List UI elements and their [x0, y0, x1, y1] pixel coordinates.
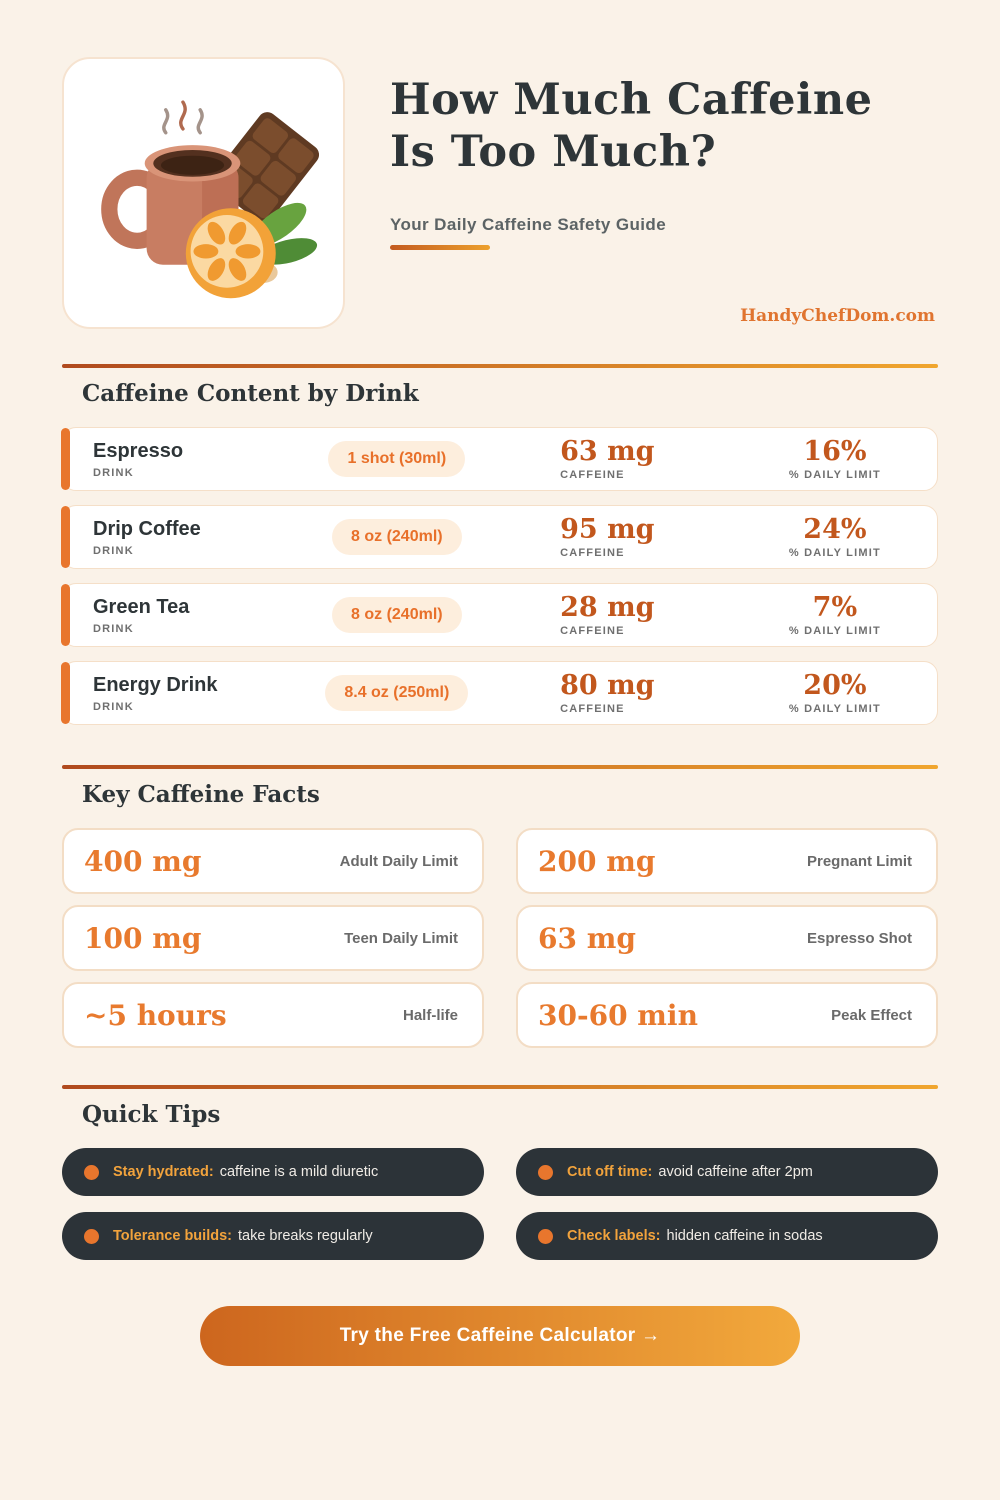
brand-link[interactable]: HandyChefDom.com: [740, 306, 935, 326]
chocolate-icon: [211, 112, 319, 224]
drink-name: Espresso: [93, 439, 184, 462]
page-title-line1: How Much Caffeine: [390, 75, 873, 125]
section-divider: [62, 1085, 938, 1089]
cta-container: Try the Free Caffeine Calculator →: [62, 1306, 938, 1366]
row-accent-bar: [61, 584, 70, 646]
fact-card-half-life: ~5 hours Half-life: [62, 982, 484, 1048]
section-divider: [62, 364, 938, 368]
drink-name: Energy Drink: [93, 673, 218, 696]
header: How Much Caffeine Is Too Much? Your Dail…: [0, 0, 1000, 364]
fact-value: 63 mg: [538, 921, 636, 955]
subtitle-underline: [390, 244, 490, 250]
fact-label: Pregnant Limit: [806, 852, 912, 870]
daily-limit-percent: 7%: [812, 591, 858, 623]
fact-card-pregnant-limit: 200 mg Pregnant Limit: [516, 828, 938, 894]
fact-card-espresso-shot: 63 mg Espresso Shot: [516, 905, 938, 971]
serving-badge: 8 oz (240ml): [332, 519, 462, 555]
tip-cut-off-time: Cut off time: avoid caffeine after 2pm: [516, 1148, 938, 1196]
caffeine-amount: 95 mg: [560, 513, 655, 545]
tip-label: Cut off time:: [567, 1164, 653, 1180]
drink-row-drip-coffee: Drip Coffee DRINK 8 oz (240ml) 95 mg CAF…: [61, 505, 938, 569]
fact-value: ~5 hours: [84, 998, 227, 1032]
daily-limit-label: % DAILY LIMIT: [788, 546, 881, 559]
tip-check-labels: Check labels: hidden caffeine in sodas: [516, 1212, 938, 1260]
fact-label: Espresso Shot: [806, 929, 912, 947]
fact-value: 400 mg: [84, 844, 202, 878]
caffeine-amount: 28 mg: [560, 591, 655, 623]
daily-limit-label: % DAILY LIMIT: [788, 624, 881, 637]
serving-badge: 8.4 oz (250ml): [325, 675, 469, 711]
tips-grid: Stay hydrated: caffeine is a mild diuret…: [62, 1148, 938, 1260]
fact-card-adult-limit: 400 mg Adult Daily Limit: [62, 828, 484, 894]
daily-limit-percent: 24%: [803, 513, 867, 545]
tip-text: caffeine is a mild diuretic: [219, 1164, 379, 1180]
fact-label: Teen Daily Limit: [344, 929, 458, 947]
drink-name: Green Tea: [93, 595, 190, 618]
drink-table-section: Caffeine Content by Drink Espresso DRINK…: [61, 364, 938, 725]
fact-card-peak-effect: 30-60 min Peak Effect: [516, 982, 938, 1048]
bullet-dot-icon: [538, 1164, 553, 1180]
drink-label: DRINK: [93, 466, 134, 479]
fact-label: Adult Daily Limit: [339, 852, 458, 870]
bullet-dot-icon: [84, 1164, 99, 1180]
tip-label: Stay hydrated:: [113, 1164, 214, 1180]
daily-limit-label: % DAILY LIMIT: [788, 468, 881, 481]
drink-row-energy-drink: Energy Drink DRINK 8.4 oz (250ml) 80 mg …: [61, 661, 938, 725]
header-text-block: How Much Caffeine Is Too Much? Your Dail…: [390, 74, 938, 250]
row-accent-bar: [61, 506, 70, 568]
drink-row-green-tea: Green Tea DRINK 8 oz (240ml) 28 mg CAFFE…: [61, 583, 938, 647]
fact-value: 100 mg: [84, 921, 202, 955]
caffeine-calculator-button[interactable]: Try the Free Caffeine Calculator →: [200, 1306, 800, 1366]
daily-limit-percent: 20%: [803, 669, 867, 701]
tip-text: avoid caffeine after 2pm: [658, 1164, 813, 1180]
drink-table-title: Caffeine Content by Drink: [82, 380, 419, 407]
key-facts-title: Key Caffeine Facts: [82, 781, 320, 808]
fact-label: Peak Effect: [831, 1006, 912, 1024]
row-accent-bar: [61, 428, 70, 490]
coffee-chocolate-orange-illustration: [100, 100, 319, 299]
bullet-dot-icon: [84, 1228, 99, 1244]
bullet-dot-icon: [538, 1228, 553, 1244]
serving-badge: 8 oz (240ml): [332, 597, 462, 633]
fact-card-teen-limit: 100 mg Teen Daily Limit: [62, 905, 484, 971]
fact-label: Half-life: [402, 1006, 458, 1024]
key-facts-section: Key Caffeine Facts 400 mg Adult Daily Li…: [62, 765, 938, 1048]
quick-tips-section: Quick Tips Stay hydrated: caffeine is a …: [62, 1085, 938, 1260]
drink-label: DRINK: [93, 700, 134, 713]
page-title: How Much Caffeine Is Too Much?: [390, 74, 938, 179]
daily-limit-percent: 16%: [803, 435, 867, 467]
fact-value: 200 mg: [538, 844, 656, 878]
tip-stay-hydrated: Stay hydrated: caffeine is a mild diuret…: [62, 1148, 484, 1196]
tip-text: take breaks regularly: [237, 1228, 373, 1244]
row-accent-bar: [61, 662, 70, 724]
drink-row-espresso: Espresso DRINK 1 shot (30ml) 63 mg CAFFE…: [61, 427, 938, 491]
page-subtitle: Your Daily Caffeine Safety Guide: [390, 214, 667, 234]
tip-text: hidden caffeine in sodas: [666, 1228, 823, 1244]
caffeine-label: CAFFEINE: [560, 702, 625, 715]
caffeine-label: CAFFEINE: [560, 624, 625, 637]
tip-tolerance-builds: Tolerance builds: take breaks regularly: [62, 1212, 484, 1260]
drink-name: Drip Coffee: [93, 517, 201, 540]
drink-label: DRINK: [93, 544, 134, 557]
steam-icon: [161, 100, 204, 135]
drink-label: DRINK: [93, 622, 134, 635]
page-title-line2: Is Too Much?: [390, 127, 717, 178]
facts-grid: 400 mg Adult Daily Limit 200 mg Pregnant…: [62, 828, 938, 1048]
logo-card: [62, 57, 345, 329]
tip-label: Tolerance builds:: [113, 1228, 232, 1244]
orange-icon: [185, 202, 317, 299]
daily-limit-label: % DAILY LIMIT: [788, 702, 881, 715]
caffeine-amount: 63 mg: [560, 435, 655, 467]
caffeine-label: CAFFEINE: [560, 468, 625, 481]
section-divider: [62, 765, 938, 769]
fact-value: 30-60 min: [538, 998, 698, 1032]
caffeine-label: CAFFEINE: [560, 546, 625, 559]
caffeine-amount: 80 mg: [560, 669, 655, 701]
tip-label: Check labels:: [567, 1228, 661, 1244]
quick-tips-title: Quick Tips: [82, 1101, 221, 1128]
serving-badge: 1 shot (30ml): [328, 441, 466, 477]
